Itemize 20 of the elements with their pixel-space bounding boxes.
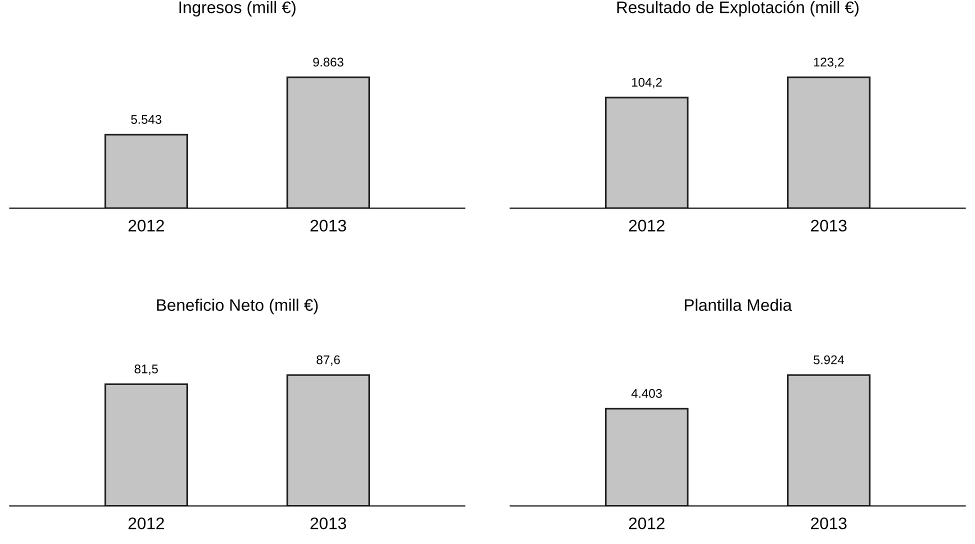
data-label: 81,5 (134, 364, 158, 375)
chart-title: Beneficio Neto (mill €) (157, 298, 318, 314)
x-tick-label: 2012 (629, 517, 664, 530)
chart-title: Ingresos (mill €) (180, 1, 296, 17)
data-label: 123,2 (814, 58, 844, 68)
chart-title: Plantilla Media (684, 298, 792, 311)
data-label: 87,6 (316, 355, 340, 366)
data-label: 9.863 (313, 58, 344, 67)
x-tick-label: 2013 (310, 517, 346, 530)
chart-title: Resultado de Explotación (mill €) (617, 0, 859, 17)
data-label: 104,2 (632, 78, 662, 88)
data-label: 5.924 (814, 355, 844, 364)
x-tick-label: 2013 (811, 220, 847, 232)
x-tick-label: 2012 (128, 220, 164, 232)
data-label: 4.403 (631, 389, 662, 398)
x-tick-label: 2013 (811, 517, 847, 530)
x-tick-label: 2012 (128, 517, 164, 530)
data-label: 5.543 (131, 115, 162, 124)
x-tick-label: 2012 (629, 220, 664, 232)
x-tick-label: 2013 (310, 220, 346, 232)
